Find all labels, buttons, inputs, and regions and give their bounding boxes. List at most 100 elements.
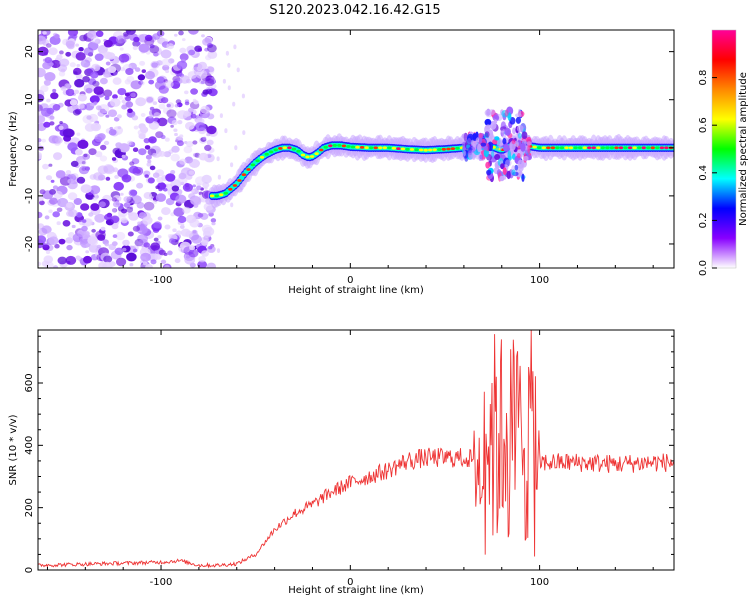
- noise-blob: [174, 258, 181, 264]
- ridge-core: [368, 146, 374, 150]
- ridge-core: [659, 146, 665, 150]
- noise-blob: [166, 102, 175, 109]
- noise-blob: [134, 67, 141, 72]
- ridge-core: [328, 144, 333, 148]
- x-tick-label: 0: [347, 577, 353, 588]
- burst-blob: [521, 131, 528, 139]
- noise-blob: [192, 152, 199, 158]
- noise-blob: [103, 89, 113, 97]
- burst-blob: [484, 131, 490, 138]
- noise-blob: [110, 98, 121, 107]
- burst-blob: [504, 127, 512, 136]
- noise-blob: [115, 202, 120, 206]
- noise-blob: [70, 160, 79, 167]
- noise-blob: [75, 148, 83, 156]
- noise-blob: [103, 39, 113, 48]
- noise-blob: [170, 170, 176, 175]
- noise-blob: [38, 196, 44, 202]
- noise-blob: [130, 195, 142, 205]
- noise-blob: [105, 176, 111, 181]
- noise-blob: [143, 138, 150, 144]
- noise-blob: [179, 47, 187, 54]
- burst-blob: [521, 173, 525, 182]
- noise-blob: [88, 148, 97, 156]
- noise-blob: [197, 213, 204, 218]
- noise-blob: [62, 220, 71, 227]
- noise-blob: [89, 102, 94, 107]
- burst-blob: [515, 116, 522, 124]
- noise-blob: [185, 121, 195, 130]
- noise-blob: [115, 35, 126, 44]
- colorbar-label: Normalized spectral amplitude: [738, 72, 749, 226]
- noise-blob: [162, 107, 172, 115]
- noise-blob: [188, 30, 199, 35]
- noise-blob: [122, 239, 130, 246]
- y-tick-label: -20: [24, 236, 35, 252]
- noise-blob: [62, 128, 74, 138]
- noise-blob: [49, 197, 58, 205]
- noise-blob: [95, 105, 102, 111]
- ridge-core: [587, 146, 592, 150]
- noise-blob: [84, 57, 92, 63]
- noise-blob: [43, 79, 51, 86]
- noise-blob: [188, 107, 194, 113]
- noise-blob: [102, 70, 111, 78]
- noise-blob: [138, 133, 146, 140]
- noise-blob: [156, 60, 163, 66]
- noise-blob: [133, 36, 140, 43]
- noise-blob: [38, 211, 43, 219]
- noise-blob: [91, 228, 96, 233]
- noise-blob: [65, 51, 72, 57]
- noise-blob: [120, 192, 124, 196]
- noise-blob: [121, 174, 132, 183]
- ridge-core: [600, 146, 605, 150]
- noise-blob: [103, 255, 113, 263]
- noise-blob: [160, 97, 169, 104]
- burst-blob: [478, 133, 483, 139]
- y-tick-label: 0: [24, 145, 35, 151]
- noise-blob: [83, 84, 95, 93]
- ridge-core: [350, 145, 356, 149]
- burst-blob: [517, 153, 521, 159]
- noise-blob: [135, 97, 147, 107]
- y-tick-label: 10: [24, 93, 35, 106]
- ridge-core: [655, 146, 660, 150]
- ridge-core: [428, 148, 433, 152]
- noise-blob: [201, 34, 205, 38]
- noise-blob: [136, 42, 141, 46]
- noise-blob: [157, 117, 168, 127]
- noise-blob: [206, 139, 214, 146]
- noise-blob: [43, 121, 51, 128]
- noise-blob: [52, 88, 57, 93]
- noise-blob: [139, 60, 146, 66]
- noise-blob: [133, 125, 139, 130]
- noise-blob: [152, 199, 158, 205]
- noise-blob: [73, 89, 80, 95]
- noise-blob: [137, 221, 142, 225]
- noise-blob: [39, 189, 46, 195]
- noise-blob: [117, 88, 127, 96]
- noise-blob: [158, 85, 169, 94]
- noise-blob: [82, 219, 87, 223]
- burst-blob: [527, 144, 531, 154]
- noise-blob: [171, 185, 180, 192]
- ridge-core: [637, 146, 642, 150]
- ridge-core: [450, 147, 456, 151]
- noise-blob: [241, 93, 245, 99]
- noise-blob: [92, 80, 100, 87]
- noise-blob: [146, 96, 154, 103]
- noise-blob: [66, 210, 74, 217]
- noise-blob: [140, 113, 146, 117]
- noise-blob: [90, 122, 102, 132]
- noise-blob: [184, 101, 190, 106]
- ridge-core: [396, 147, 401, 151]
- noise-blob: [144, 145, 151, 150]
- noise-blob: [53, 153, 62, 161]
- noise-blob: [113, 71, 118, 76]
- noise-blob: [104, 242, 110, 247]
- noise-blob: [55, 170, 66, 179]
- noise-blob: [65, 255, 77, 265]
- ridge-core: [355, 145, 360, 149]
- burst-blob: [516, 125, 524, 133]
